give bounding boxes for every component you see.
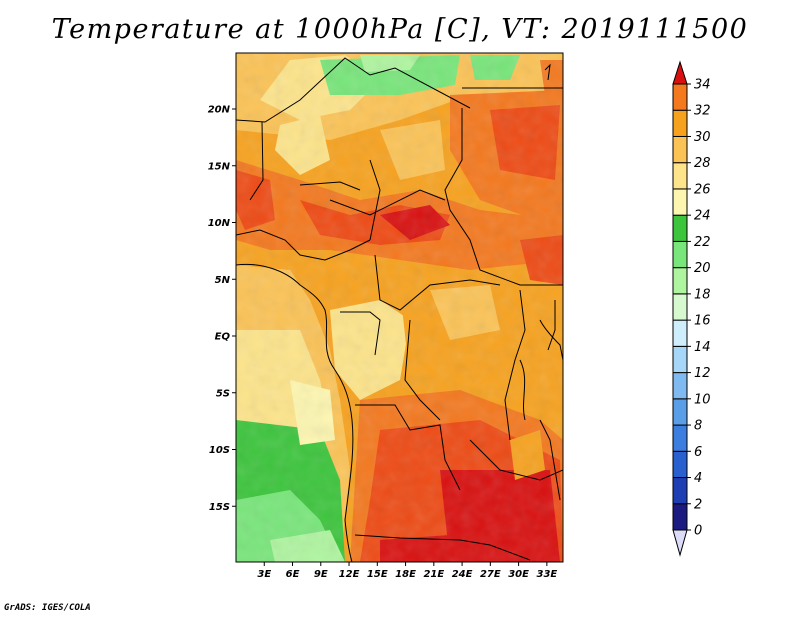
colorbar-swatch [672,267,688,295]
colorbar-swatch [672,214,688,242]
colorbar-label: 30 [694,130,711,145]
lon-tick-label: 24E [452,569,473,580]
credit-text: GrADS: IGES/COLA [4,603,91,613]
country-borders [236,57,563,562]
colorbar-label: 32 [694,104,711,119]
lat-tick-label: 5S [216,388,230,399]
lat-tick-label: 5N [215,275,231,286]
colorbar-label: 14 [694,340,711,355]
colorbar-swatch [672,477,688,505]
colorbar-label: 26 [694,182,711,197]
lon-tick-label: 30E [508,569,529,580]
colorbar-label: 4 [694,471,702,486]
map-title: Temperature at 1000hPa [C], VT: 20191115… [51,14,749,45]
colorbar-under-triangle [672,529,688,557]
lon-tick-label: 27E [480,569,501,580]
colorbar-label: 34 [694,78,711,93]
map-frame [235,52,564,563]
colorbar-label: 18 [694,287,711,302]
colorbar-label: 22 [694,235,711,250]
colorbar-over-triangle [672,60,688,85]
lat-tick-label: 15N [208,161,231,172]
colorbar-swatch [672,345,688,374]
lon-tick-label: 3E [257,569,271,580]
colorbar-swatch [672,424,688,452]
colorbar-label: 28 [694,156,711,171]
lon-tick-label: 6E [286,569,300,580]
lon-tick-label: 21E [423,569,444,580]
lon-tick-label: 12E [339,569,360,580]
lat-tick-label: 10N [208,218,231,229]
colorbar-label: 0 [694,524,702,539]
lon-tick-label: 33E [536,569,557,580]
colorbar-label: 12 [694,366,711,381]
colorbar-swatch [672,162,688,190]
colorbar-label: 16 [694,314,711,329]
colorbar-swatch [672,398,688,426]
temperature-field [236,53,563,562]
colorbar-swatch [672,372,688,400]
colorbar-swatch [672,240,688,269]
lon-tick-label: 9E [314,569,328,580]
colorbar-swatch [672,293,688,321]
colorbar-swatch [672,135,688,164]
lon-tick-label: 18E [395,569,416,580]
lat-tick-label: 20N [208,105,231,116]
lat-tick-label: EQ [215,332,231,343]
colorbar-swatch [672,188,688,216]
lat-tick-label: 15S [209,502,230,513]
longitude-axis: 3E 6E 9E 12E 15E 18E 21E 24E 27E 30E 33E [257,562,557,580]
latitude-axis: 20N 15N 10N 5N EQ 5S 10S 15S [208,105,236,513]
lon-tick-label: 15E [367,569,388,580]
colorbar-swatch [672,109,688,137]
colorbar-label: 8 [694,419,702,434]
colorbar-label: 10 [694,392,711,407]
colorbar-label: 24 [694,209,711,224]
colorbar-label: 2 [694,497,702,512]
colorbar-swatch [672,83,688,111]
colorbar-swatch [672,503,688,531]
lat-tick-label: 10S [209,445,230,456]
colorbar-label: 20 [694,261,711,276]
colorbar-label: 6 [694,445,702,460]
colorbar-swatch [672,319,688,347]
colorbar-swatch [672,450,688,479]
